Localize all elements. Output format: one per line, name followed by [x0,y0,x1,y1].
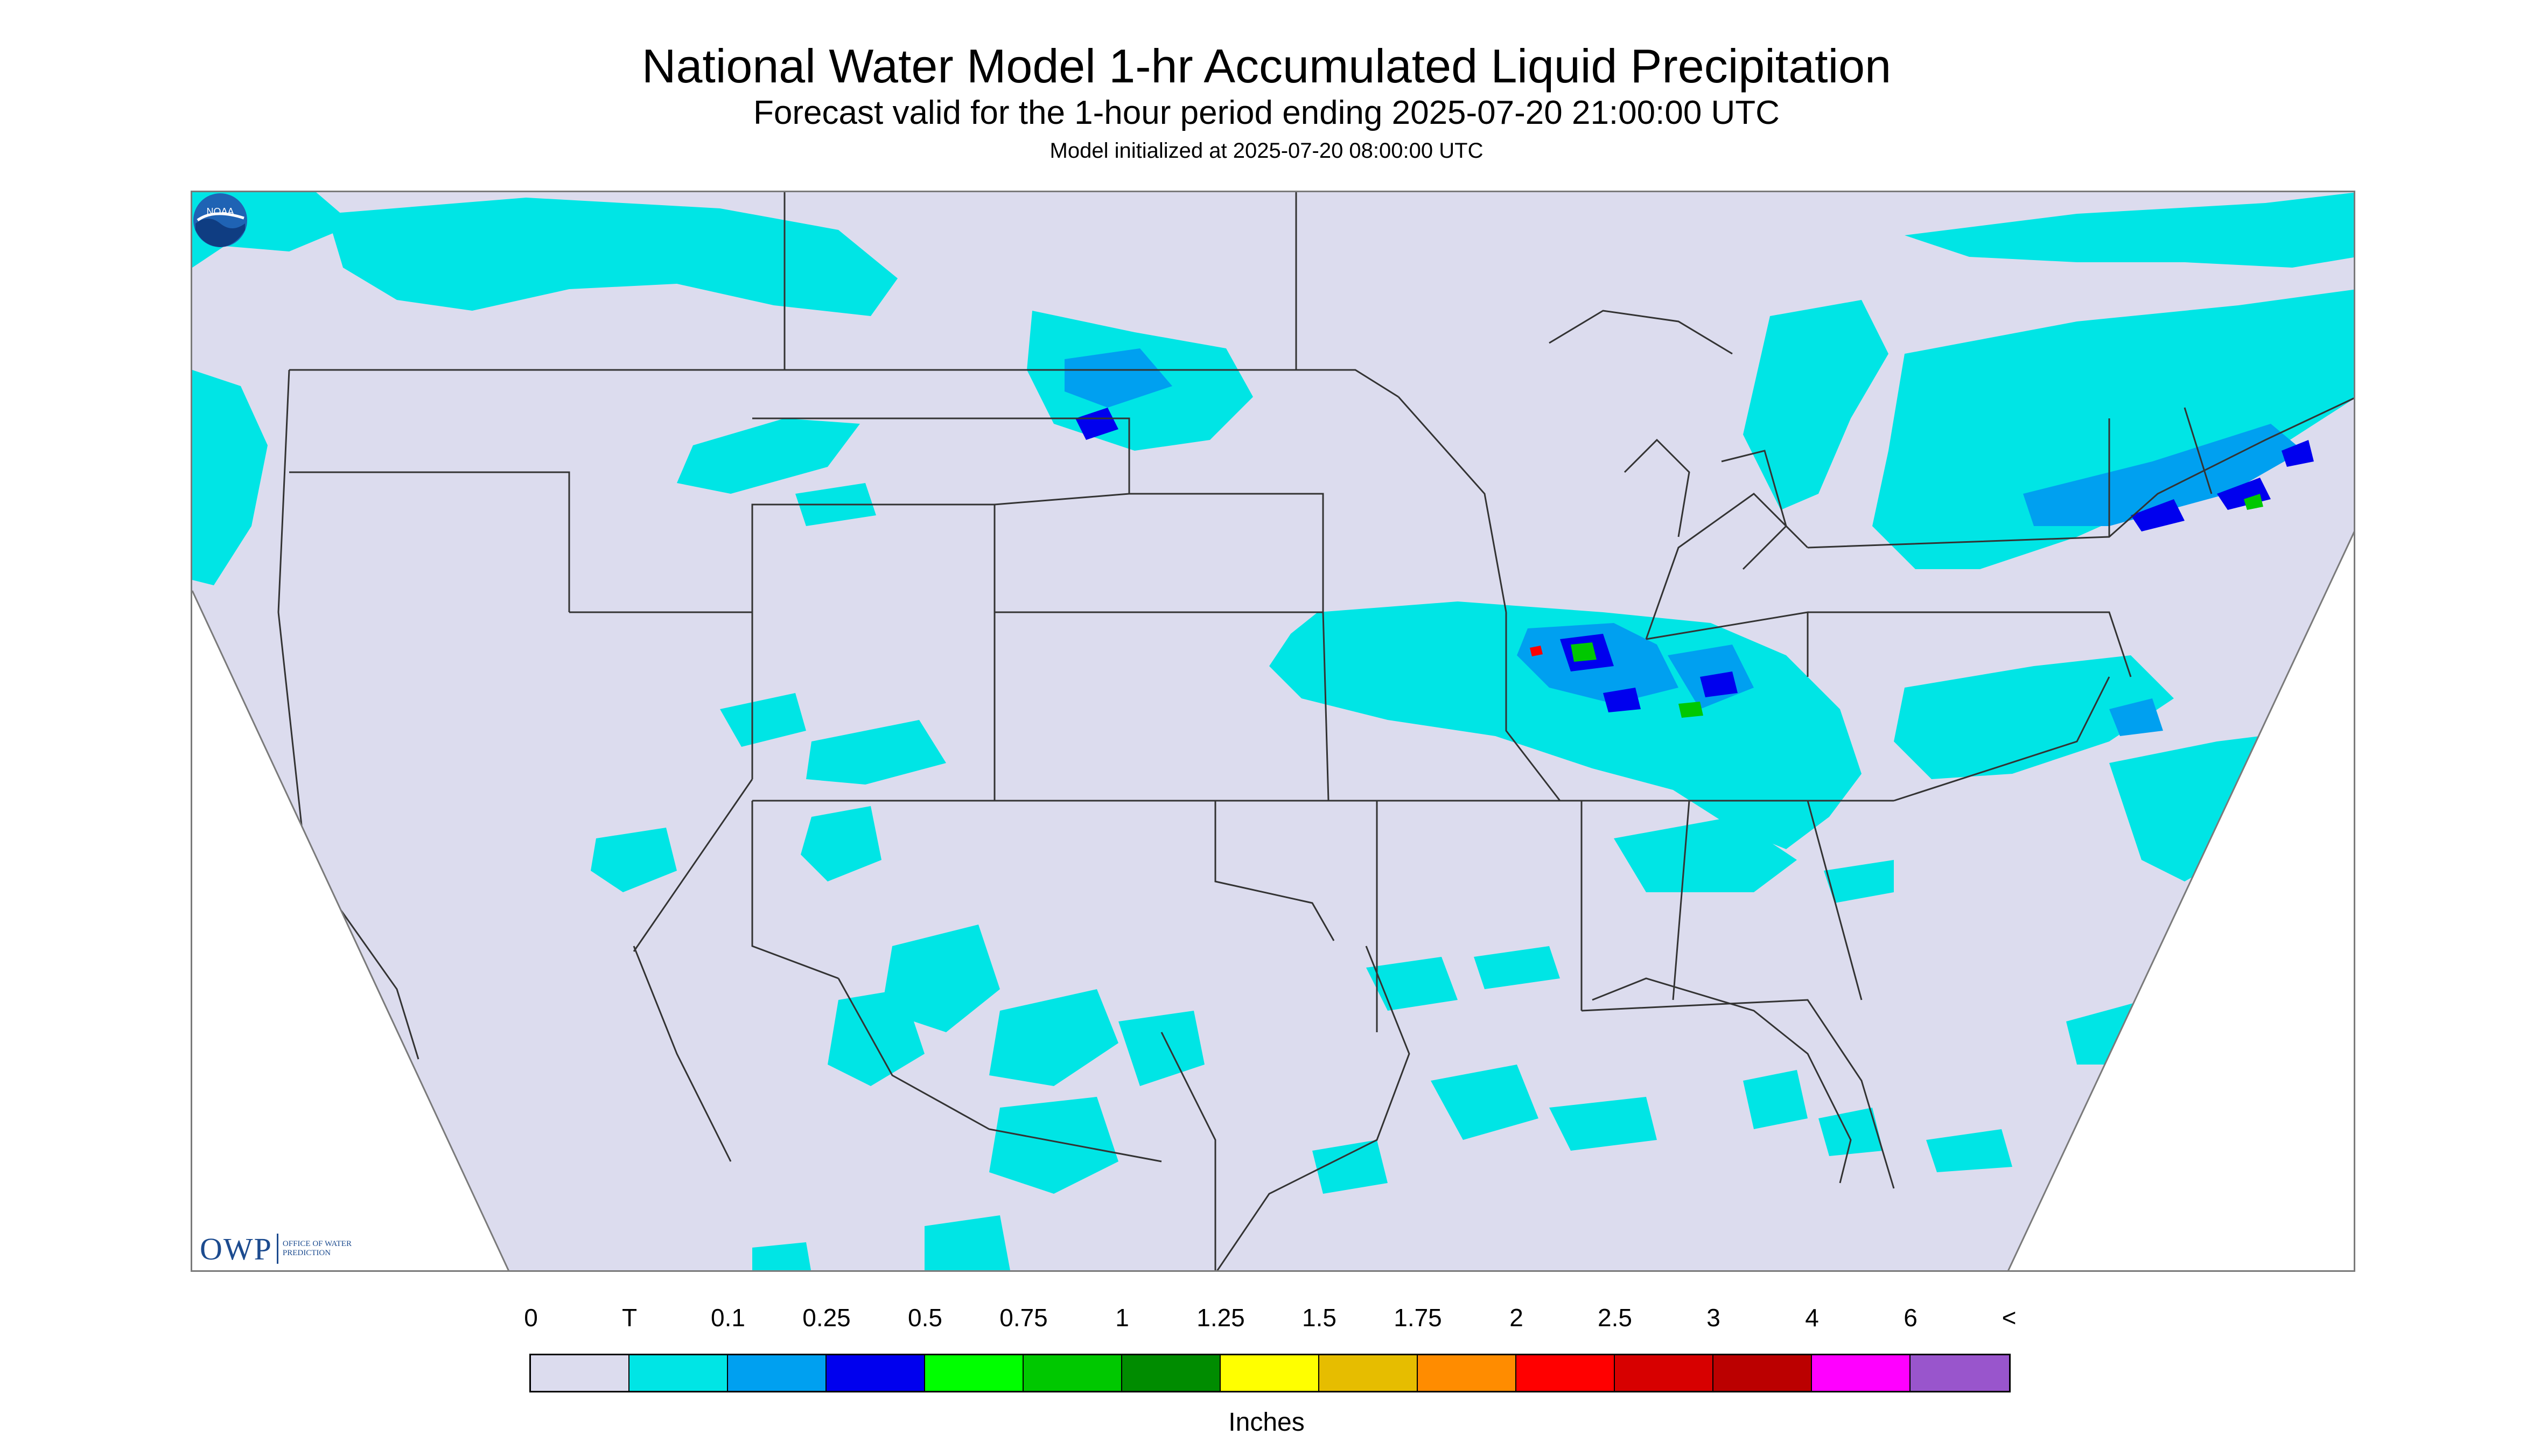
legend-swatch [827,1355,925,1391]
legend-swatch [1319,1355,1418,1391]
outside-domain-mask [192,533,2354,1270]
heavy-precip-areas [1571,494,2263,718]
legend-swatch [1122,1355,1221,1391]
legend-tick-labels: 0 T 0.1 0.25 0.5 0.75 1 1.25 1.5 1.75 2 2.5 3 4 6 < [0,1303,2533,1341]
legend-swatch [629,1355,728,1391]
map-canvas [192,192,2354,1270]
legend-swatch [1516,1355,1615,1391]
color-legend-bar [529,1354,2011,1392]
light-precip-areas [1065,348,2303,736]
legend-swatch [531,1355,629,1391]
legend-tick: 4 [1805,1304,1819,1332]
legend-swatch [1418,1355,1516,1391]
trace-precip-areas [192,192,2354,1270]
legend-tick: 1.5 [1302,1304,1337,1332]
legend-swatch [1911,1355,2009,1391]
legend-tick: 1.75 [1394,1304,1442,1332]
legend-tick: 2.5 [1598,1304,1632,1332]
legend-tick: 2 [1509,1304,1523,1332]
legend-tick: 3 [1706,1304,1720,1332]
domain-edge [192,531,2354,1270]
precipitation-overlay [192,192,2354,1270]
owp-logo-divider [276,1234,278,1264]
owp-logo: OWP Office of Water Prediction [200,1231,353,1266]
legend-swatch [1812,1355,1911,1391]
legend-swatch [1221,1355,1319,1391]
legend-tick: 0.1 [711,1304,745,1332]
owp-logo-text: Office of Water Prediction [282,1240,352,1257]
noaa-logo: NOAA [193,193,247,247]
precipitation-map: OWP Office of Water Prediction NOAA [191,191,2355,1272]
legend-tick: 1.25 [1196,1304,1245,1332]
owp-logo-mark: OWP [200,1231,272,1266]
political-boundaries [277,192,2354,1270]
legend-swatch [925,1355,1024,1391]
map-title: National Water Model 1-hr Accumulated Li… [641,39,1892,93]
legend-swatch [1713,1355,1812,1391]
legend-swatch [1615,1355,1713,1391]
noaa-logo-text: NOAA [206,206,234,217]
map-subtitle: Forecast valid for the 1-hour period end… [753,94,1780,131]
model-init-line: Model initialized at 2025-07-20 08:00:00… [1049,139,1484,163]
legend-swatch [728,1355,827,1391]
legend-tick: 0 [524,1304,538,1332]
legend-units-label: Inches [1228,1408,1305,1437]
legend-tick: T [621,1304,638,1332]
legend-swatch [1024,1355,1122,1391]
intense-precip-cell [1530,646,1543,656]
legend-tick: 1 [1115,1304,1129,1332]
legend-tick: 0.75 [999,1304,1048,1332]
legend-tick: 0.25 [802,1304,851,1332]
legend-tick: < [2002,1304,2017,1332]
legend-tick: 0.5 [908,1304,942,1332]
legend-tick: 6 [1904,1304,1918,1332]
